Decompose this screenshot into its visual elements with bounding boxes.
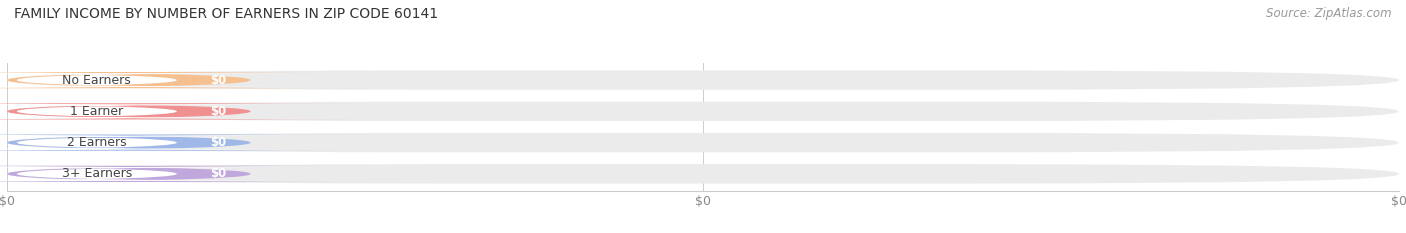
Text: 3+ Earners: 3+ Earners: [62, 167, 132, 180]
FancyBboxPatch shape: [7, 133, 1399, 152]
FancyBboxPatch shape: [7, 70, 1399, 90]
Text: $0: $0: [211, 167, 226, 180]
FancyBboxPatch shape: [0, 103, 368, 120]
FancyBboxPatch shape: [0, 167, 323, 181]
Text: $0: $0: [211, 105, 226, 118]
FancyBboxPatch shape: [0, 104, 323, 118]
Text: Source: ZipAtlas.com: Source: ZipAtlas.com: [1267, 7, 1392, 20]
Text: No Earners: No Earners: [62, 74, 131, 87]
FancyBboxPatch shape: [0, 73, 323, 87]
FancyBboxPatch shape: [7, 102, 1399, 121]
FancyBboxPatch shape: [0, 134, 368, 151]
FancyBboxPatch shape: [0, 136, 323, 150]
Text: $0: $0: [211, 136, 226, 149]
Text: 1 Earner: 1 Earner: [70, 105, 124, 118]
Text: 2 Earners: 2 Earners: [67, 136, 127, 149]
Text: $0: $0: [211, 74, 226, 87]
FancyBboxPatch shape: [7, 164, 1399, 184]
FancyBboxPatch shape: [0, 72, 368, 88]
FancyBboxPatch shape: [0, 166, 368, 182]
Text: FAMILY INCOME BY NUMBER OF EARNERS IN ZIP CODE 60141: FAMILY INCOME BY NUMBER OF EARNERS IN ZI…: [14, 7, 439, 21]
